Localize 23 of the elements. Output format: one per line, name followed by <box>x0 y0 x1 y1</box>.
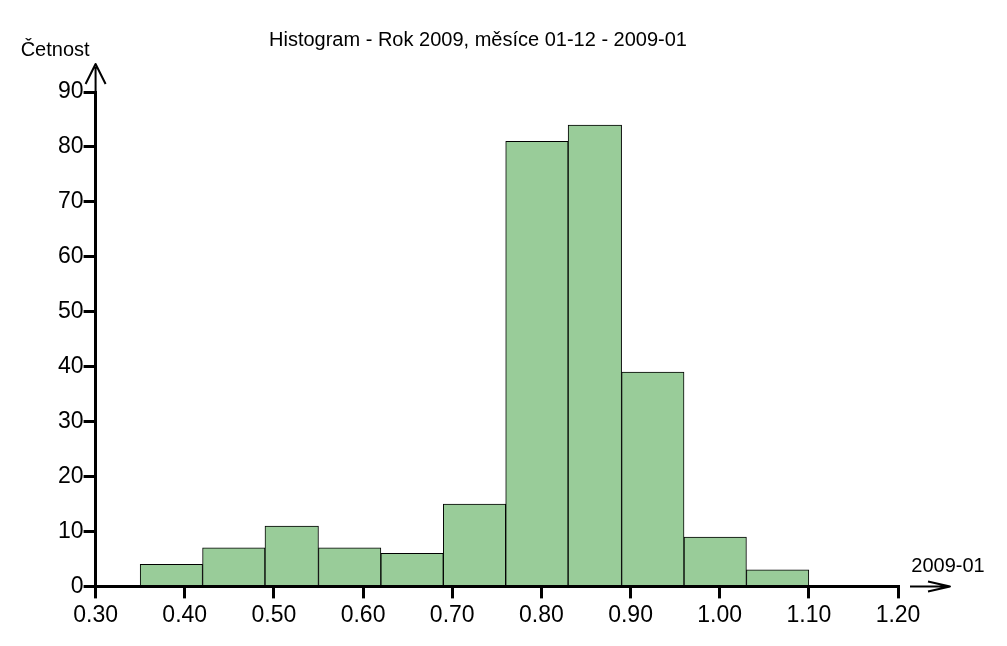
x-tick-label: 1.20 <box>875 600 921 627</box>
y-tick-label: 60 <box>57 242 84 269</box>
x-axis-title: 2009-01 <box>911 553 985 576</box>
x-tick-label: 1.00 <box>697 600 743 627</box>
x-tick-label: 0.30 <box>73 600 118 627</box>
x-tick-label: 0.40 <box>162 600 208 627</box>
x-tick-label: 1.10 <box>786 600 832 627</box>
x-tick-label: 0.60 <box>340 600 386 627</box>
y-tick-label: 80 <box>57 132 84 159</box>
y-tick-label: 0 <box>70 571 84 598</box>
x-tick-label: 0.70 <box>429 600 475 627</box>
x-tick-label: 0.80 <box>518 600 564 627</box>
y-axis-title: Četnost <box>20 37 91 60</box>
y-tick-label: 40 <box>57 352 84 379</box>
y-tick-label: 70 <box>57 187 84 214</box>
y-tick-label: 50 <box>57 297 84 324</box>
y-tick-label: 90 <box>57 77 84 104</box>
chart-title: Histogram - Rok 2009, měsíce 01-12 - 2009-01 <box>269 27 687 50</box>
y-tick-label: 20 <box>57 461 84 488</box>
y-tick-label: 30 <box>57 406 84 433</box>
x-tick-label: 0.90 <box>608 600 653 627</box>
x-tick-label: 0.50 <box>251 600 297 627</box>
y-tick-label: 10 <box>57 516 84 543</box>
